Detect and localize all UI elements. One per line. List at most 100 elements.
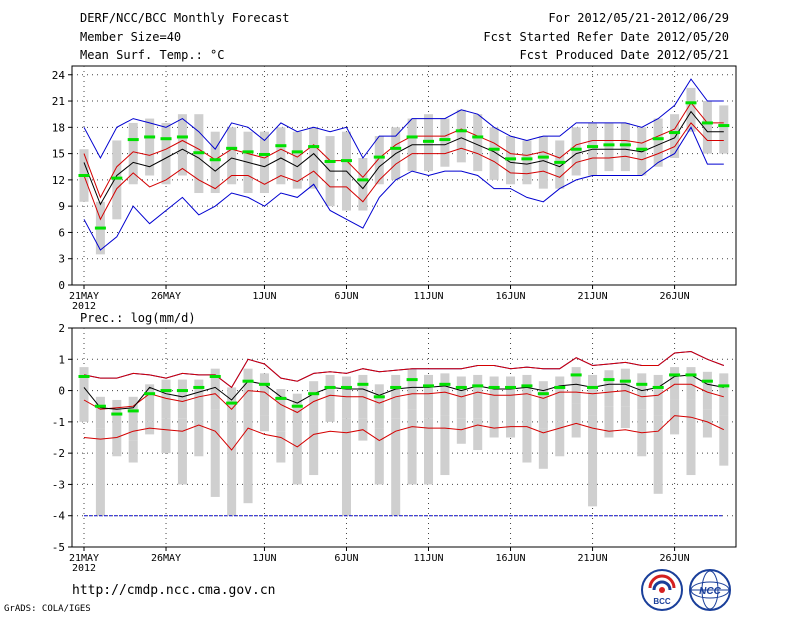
variable-label: Mean Surf. Temp.: °C bbox=[80, 48, 225, 62]
box bbox=[637, 373, 647, 410]
source-url[interactable]: http://cmdp.ncc.cma.gov.cn bbox=[72, 583, 276, 598]
median-marker bbox=[242, 379, 254, 383]
x-tick-label: 16JUN bbox=[495, 553, 525, 564]
median-marker bbox=[570, 373, 582, 377]
median-marker bbox=[669, 373, 681, 377]
box bbox=[145, 384, 155, 422]
y-tick-label: 0 bbox=[58, 279, 65, 292]
box bbox=[555, 376, 565, 422]
bcc-logo-icon: BCC bbox=[641, 569, 683, 611]
median-marker bbox=[357, 178, 369, 182]
median-marker bbox=[308, 145, 320, 149]
x-tick-label: 11JUN bbox=[413, 553, 443, 564]
median-marker bbox=[406, 378, 418, 382]
x-tick-label: 16JUN bbox=[495, 291, 525, 302]
bcc-logo-text: BCC bbox=[653, 597, 671, 606]
median-marker bbox=[587, 385, 599, 389]
box-whisker bbox=[719, 415, 729, 466]
median-marker bbox=[340, 159, 352, 163]
box bbox=[374, 136, 384, 185]
forecast-start-date: Fcst Started Refer Date 2012/05/20 bbox=[483, 30, 729, 44]
box bbox=[702, 371, 712, 410]
ensemble-mean-line bbox=[83, 110, 724, 206]
median-marker bbox=[439, 138, 451, 142]
x-tick-label: 1JUN bbox=[252, 291, 276, 302]
box-whisker bbox=[210, 409, 220, 497]
median-marker bbox=[718, 124, 730, 128]
grads-credit: GrADS: COLA/IGES bbox=[4, 604, 91, 614]
median-marker bbox=[127, 409, 139, 413]
x-tick-label: 1JUN bbox=[252, 553, 276, 564]
median-marker bbox=[472, 135, 484, 139]
median-marker bbox=[652, 385, 664, 389]
median-marker bbox=[636, 382, 648, 386]
median-marker bbox=[176, 389, 188, 393]
y-tick-label: 0 bbox=[58, 385, 65, 398]
x-tick-label: 26JUN bbox=[660, 291, 690, 302]
x-year-label: 2012 bbox=[72, 301, 96, 312]
box bbox=[571, 127, 581, 176]
median-marker bbox=[308, 392, 320, 396]
median-marker bbox=[521, 384, 533, 388]
median-marker bbox=[226, 401, 238, 405]
median-marker bbox=[537, 155, 549, 159]
y-tick-label: 18 bbox=[52, 121, 65, 134]
box bbox=[79, 367, 89, 400]
box bbox=[95, 396, 105, 429]
y-tick-label: -5 bbox=[52, 541, 65, 554]
box-whisker bbox=[702, 409, 712, 438]
box-whisker bbox=[79, 399, 89, 422]
ncc-logo-text: NCC bbox=[699, 586, 721, 597]
median-marker bbox=[144, 135, 156, 139]
box-whisker bbox=[620, 406, 630, 429]
median-marker bbox=[160, 389, 172, 393]
box-whisker bbox=[391, 418, 401, 516]
median-marker bbox=[160, 137, 172, 141]
median-marker bbox=[258, 382, 270, 386]
box-whisker bbox=[341, 418, 351, 516]
box bbox=[456, 376, 466, 419]
forecast-period: For 2012/05/21-2012/06/29 bbox=[548, 11, 729, 25]
box bbox=[112, 140, 122, 220]
median-marker bbox=[258, 152, 270, 156]
median-marker bbox=[472, 384, 484, 388]
median-marker bbox=[685, 373, 697, 377]
box bbox=[538, 136, 548, 189]
box bbox=[538, 381, 548, 429]
box-whisker bbox=[506, 424, 516, 438]
x-tick-label: 21JUN bbox=[578, 291, 608, 302]
box bbox=[292, 131, 302, 189]
ensemble-mean-line bbox=[83, 374, 724, 410]
median-marker bbox=[422, 384, 435, 388]
median-marker bbox=[619, 379, 631, 383]
box bbox=[145, 118, 155, 176]
box-whisker bbox=[128, 440, 138, 463]
x-tick-label: 26MAY bbox=[151, 291, 181, 302]
median-marker bbox=[537, 392, 549, 396]
median-marker bbox=[455, 385, 467, 389]
box bbox=[702, 101, 712, 154]
box bbox=[161, 379, 171, 419]
box bbox=[210, 131, 220, 194]
box bbox=[276, 389, 286, 432]
mean-minus-sd-line bbox=[83, 122, 724, 221]
median-marker bbox=[652, 137, 664, 141]
x-tick-label: 26JUN bbox=[660, 553, 690, 564]
box bbox=[489, 127, 499, 180]
box bbox=[112, 399, 122, 438]
box bbox=[571, 367, 581, 404]
min-envelope-line bbox=[83, 126, 724, 251]
median-marker bbox=[636, 147, 648, 151]
median-marker bbox=[209, 158, 221, 162]
median-marker bbox=[275, 396, 287, 400]
y-tick-label: -1 bbox=[52, 416, 65, 429]
median-marker bbox=[587, 145, 599, 149]
median-marker bbox=[701, 121, 713, 125]
box-whisker bbox=[243, 412, 253, 504]
median-marker bbox=[340, 385, 352, 389]
ncc-logo-icon: NCC bbox=[689, 569, 731, 611]
median-marker bbox=[94, 404, 106, 408]
box bbox=[194, 379, 204, 422]
chart-title: DERF/NCC/BCC Monthly Forecast bbox=[80, 11, 290, 25]
